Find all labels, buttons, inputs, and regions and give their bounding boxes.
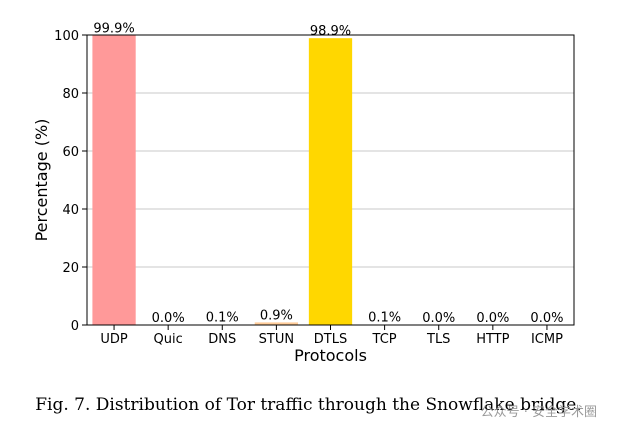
x-tick-label: TLS xyxy=(426,332,450,347)
x-tick-label: UDP xyxy=(100,332,128,347)
y-tick-label: 0 xyxy=(71,319,79,334)
data-label: 0.9% xyxy=(260,308,293,323)
data-label: 0.1% xyxy=(368,311,401,326)
y-tick-label: 80 xyxy=(62,87,79,102)
data-label: 0.1% xyxy=(206,311,239,326)
x-axis-title: Protocols xyxy=(294,346,367,365)
y-axis-title: Percentage (%) xyxy=(32,119,51,242)
data-labels: 99.9% 0.0% 0.1% 0.9% 98.9% 0.1% 0.0% 0.0% 0.0% xyxy=(93,21,563,326)
x-tick-label: ICMP xyxy=(531,332,563,347)
data-label: 0.0% xyxy=(476,311,509,326)
x-tick-label: HTTP xyxy=(476,332,509,347)
x-tick-label: DNS xyxy=(208,332,236,347)
data-label: 98.9% xyxy=(310,24,351,39)
bar-stun xyxy=(254,322,299,325)
x-tick-label: DTLS xyxy=(314,332,347,347)
bar-udp xyxy=(92,35,136,325)
x-axis-ticks: UDP Quic DNS STUN DTLS TCP TLS HTTP ICMP xyxy=(100,325,563,347)
data-label: 0.0% xyxy=(530,311,563,326)
y-tick-label: 20 xyxy=(62,261,79,276)
y-tick-label: 60 xyxy=(62,145,79,160)
x-tick-label: TCP xyxy=(372,332,397,347)
bar-chart: 0 20 40 60 80 100 UDP Quic DNS STUN DTLS TCP TLS HTT… xyxy=(32,21,575,365)
watermark: 公众号 · 安全学术圈 xyxy=(480,405,597,420)
y-tick-label: 100 xyxy=(54,29,79,44)
y-axis-ticks: 0 20 40 60 80 100 xyxy=(54,29,87,334)
bars xyxy=(92,35,407,325)
data-label: 99.9% xyxy=(93,21,134,36)
bar-dtls xyxy=(308,38,353,325)
figure-caption: Fig. 7. Distribution of Tor traffic thro… xyxy=(35,395,582,415)
x-tick-label: STUN xyxy=(259,332,294,347)
data-label: 0.0% xyxy=(152,311,185,326)
y-tick-label: 40 xyxy=(62,203,79,218)
data-label: 0.0% xyxy=(422,311,455,326)
x-tick-label: Quic xyxy=(154,332,183,347)
